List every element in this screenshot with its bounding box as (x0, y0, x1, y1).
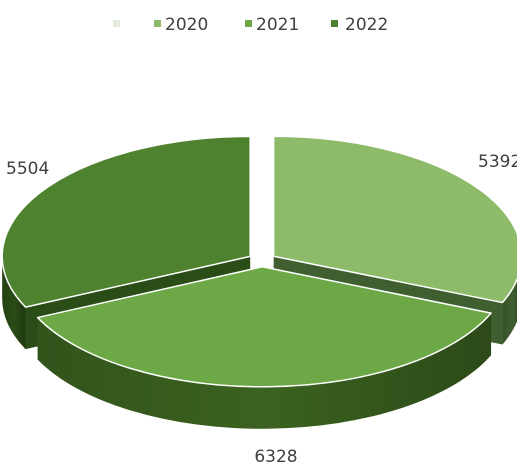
slice-side-shade-2020 (502, 279, 517, 345)
legend-label-2020: 2020 (165, 15, 208, 35)
legend-item-2022: 2022 (331, 15, 388, 35)
slice-side-shade-2022 (2, 256, 26, 350)
slice-2020 (272, 135, 517, 304)
slice-2022 (1, 135, 251, 308)
legend-item-2020: 2020 (154, 15, 208, 35)
legend-swatch-2022 (331, 20, 338, 27)
pie-tops (1, 135, 517, 388)
data-label-2020: 5392 (478, 152, 517, 172)
legend-swatch-blank (113, 20, 120, 27)
legend-label-2021: 2021 (256, 15, 299, 35)
data-labels: 5392 5504 6328 (6, 152, 517, 467)
legend-item-2021: 2021 (245, 15, 299, 35)
legend-label-2022: 2022 (345, 15, 388, 35)
chart-legend: 2020 2021 2022 (113, 15, 388, 35)
data-label-2022: 5504 (6, 159, 49, 179)
slice-2021 (36, 266, 492, 388)
slice-side-shade-2021 (37, 313, 492, 429)
legend-item-blank (113, 20, 120, 27)
data-label-2021: 6328 (254, 447, 297, 467)
legend-swatch-2021 (245, 20, 252, 27)
legend-swatch-2020 (154, 20, 161, 27)
